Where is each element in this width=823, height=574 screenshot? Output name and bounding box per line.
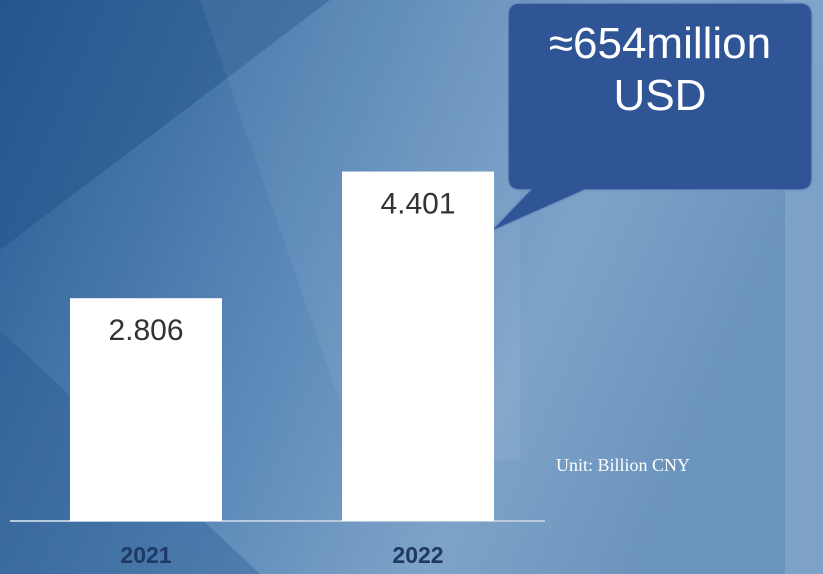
bar (70, 298, 222, 521)
bg-shape (0, 0, 330, 250)
value-label: 4.401 (380, 187, 455, 220)
value-label: 2.806 (108, 314, 183, 347)
x-tick-label: 2021 (120, 542, 171, 568)
x-tick-label: 2022 (392, 542, 443, 568)
callout-box (489, 2, 813, 233)
callout-text: ≈654million USD (548, 19, 772, 120)
unit-label: Unit: Billion CNY (556, 455, 690, 475)
bar (342, 171, 494, 521)
